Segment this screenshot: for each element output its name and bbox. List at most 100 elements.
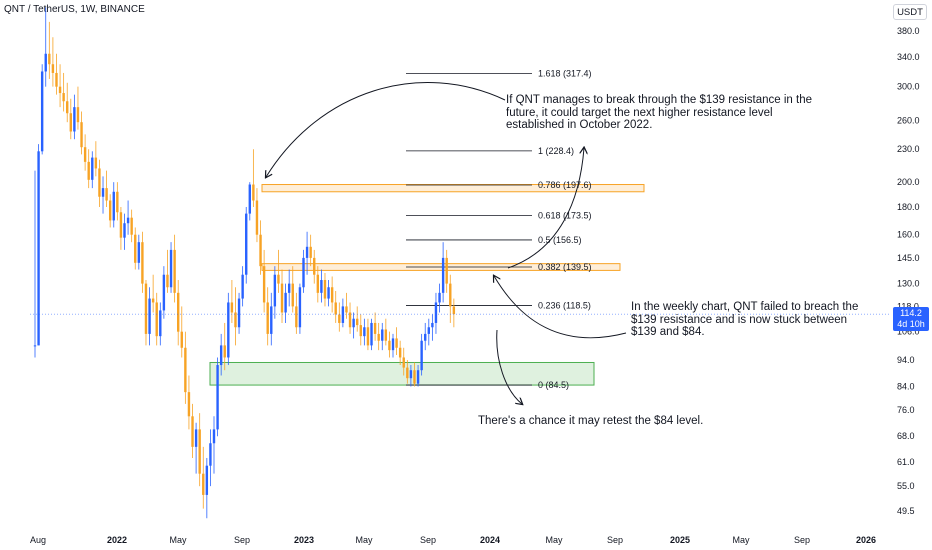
- candle: [373, 312, 377, 341]
- candle: [166, 249, 169, 293]
- candle: [134, 227, 137, 270]
- x-tick-label: 2024: [480, 535, 500, 545]
- candle: [345, 292, 348, 319]
- y-tick-label: 130.0: [897, 279, 920, 289]
- candle: [227, 292, 230, 366]
- candle: [112, 182, 115, 228]
- y-tick-label: 160.0: [897, 230, 920, 240]
- candle: [187, 375, 191, 430]
- fib-label-0.5: 0.5 (156.5): [538, 235, 582, 245]
- candle: [298, 283, 302, 334]
- candle: [51, 37, 55, 87]
- candle: [80, 111, 83, 155]
- candle: [66, 82, 69, 123]
- x-tick-label: 2022: [107, 535, 127, 545]
- candle: [40, 64, 44, 155]
- candle: [91, 151, 94, 189]
- candle: [352, 312, 355, 339]
- candle: [119, 206, 123, 250]
- candle: [363, 318, 366, 346]
- y-tick-label: 145.0: [897, 253, 920, 263]
- candle: [341, 298, 345, 328]
- candle: [184, 331, 187, 404]
- candle: [359, 314, 362, 346]
- candle: [98, 159, 101, 207]
- candle: [431, 314, 434, 341]
- fib-label-1.618: 1.618 (317.4): [538, 68, 592, 78]
- candle: [237, 292, 241, 334]
- candle: [424, 322, 427, 351]
- y-tick-label: 200.0: [897, 177, 920, 187]
- candle: [313, 249, 316, 284]
- candle: [180, 306, 183, 358]
- candle: [445, 249, 448, 293]
- last-price-badge: 114.2 4d 10h: [893, 307, 929, 331]
- candle: [37, 144, 40, 346]
- y-tick-label: 180.0: [897, 202, 920, 212]
- candle: [73, 94, 76, 140]
- x-tick-label: Sep: [794, 535, 810, 545]
- currency-button[interactable]: USDT: [893, 4, 927, 20]
- candle: [434, 292, 438, 334]
- y-tick-label: 380.0: [897, 26, 920, 36]
- x-tick-label: 2026: [856, 535, 876, 545]
- y-tick-label: 61.0: [897, 457, 915, 467]
- zone-resistance-october-2022: [261, 184, 645, 193]
- candle: [255, 188, 259, 243]
- candle: [330, 276, 334, 313]
- candle: [141, 231, 144, 293]
- weekly-annotation: In the weekly chart, QNT failed to breac…: [631, 301, 859, 338]
- candle: [366, 318, 370, 351]
- candle: [62, 72, 65, 112]
- candle: [406, 359, 409, 384]
- candle: [302, 249, 305, 293]
- candle: [155, 292, 158, 346]
- candle: [305, 231, 309, 275]
- fib-label-0: 0 (84.5): [538, 380, 569, 390]
- y-tick-label: 118.0: [897, 301, 919, 311]
- x-tick-label: May: [355, 535, 373, 545]
- candle: [230, 280, 234, 323]
- y-tick-label: 68.0: [897, 431, 915, 441]
- candle: [219, 333, 223, 376]
- candle: [105, 170, 108, 207]
- fib-label-0.618: 0.618 (173.5): [538, 211, 592, 221]
- candle: [273, 266, 277, 319]
- target-arrow: [266, 82, 506, 177]
- candle: [126, 200, 130, 235]
- candle: [48, 21, 51, 79]
- candle: [291, 266, 294, 313]
- candle: [266, 287, 269, 346]
- candle: [234, 287, 237, 346]
- x-tick-label: May: [169, 535, 187, 545]
- candle: [169, 242, 173, 293]
- candle: [270, 292, 273, 346]
- candle: [151, 274, 155, 313]
- candle: [320, 269, 323, 303]
- candle: [438, 283, 441, 313]
- bar-countdown: 4d 10h: [897, 319, 925, 329]
- candle: [356, 306, 359, 332]
- candle: [409, 365, 413, 387]
- candle: [416, 365, 420, 387]
- x-tick-label: May: [545, 535, 563, 545]
- breakout-annotation: If QNT manages to break through the $139…: [506, 94, 812, 131]
- candle: [205, 457, 209, 519]
- candle: [101, 176, 105, 214]
- x-tick-label: 2023: [294, 535, 314, 545]
- candle: [441, 242, 445, 303]
- x-tick-label: Sep: [420, 535, 436, 545]
- candle: [173, 234, 176, 303]
- x-tick-label: Sep: [607, 535, 623, 545]
- y-tick-label: 300.0: [897, 82, 920, 92]
- candle: [259, 220, 262, 275]
- candle: [58, 64, 62, 108]
- y-tick-label: 84.0: [897, 381, 915, 391]
- candle: [177, 280, 180, 346]
- x-tick-label: 2025: [670, 535, 690, 545]
- candle: [194, 422, 198, 474]
- fib-label-0.786: 0.786 (197.6): [538, 180, 592, 190]
- candle: [252, 149, 255, 207]
- candle: [316, 266, 320, 303]
